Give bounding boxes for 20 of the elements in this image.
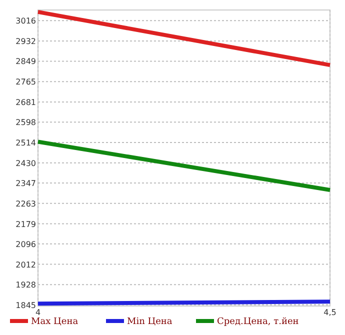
y-tick-label: 2430 — [16, 158, 36, 168]
y-tick-label: 2514 — [16, 138, 36, 148]
y-tick-label: 2765 — [16, 78, 36, 87]
y-tick-label: 1928 — [16, 280, 36, 290]
legend-label: Max Цена — [31, 317, 79, 327]
y-tick-label: 2012 — [16, 260, 36, 270]
y-tick-label: 1845 — [16, 300, 36, 310]
y-tick-label: 2598 — [16, 118, 36, 128]
y-tick-label: 2849 — [16, 57, 36, 66]
y-tick-label: 3016 — [16, 16, 36, 26]
y-tick-label: 2681 — [16, 98, 36, 107]
legend-label: Min Цена — [127, 317, 173, 327]
y-tick-label: 2263 — [16, 199, 36, 208]
y-tick-label: 2096 — [16, 240, 36, 249]
x-tick-label: 4 — [35, 308, 41, 317]
y-tick-label: 2347 — [16, 178, 36, 188]
y-tick-label: 2179 — [16, 220, 36, 229]
legend-label: Сред.Цена, т.йен — [217, 317, 299, 327]
y-tick-label: 2932 — [16, 37, 36, 46]
x-tick-label: 4,5 — [324, 308, 336, 317]
